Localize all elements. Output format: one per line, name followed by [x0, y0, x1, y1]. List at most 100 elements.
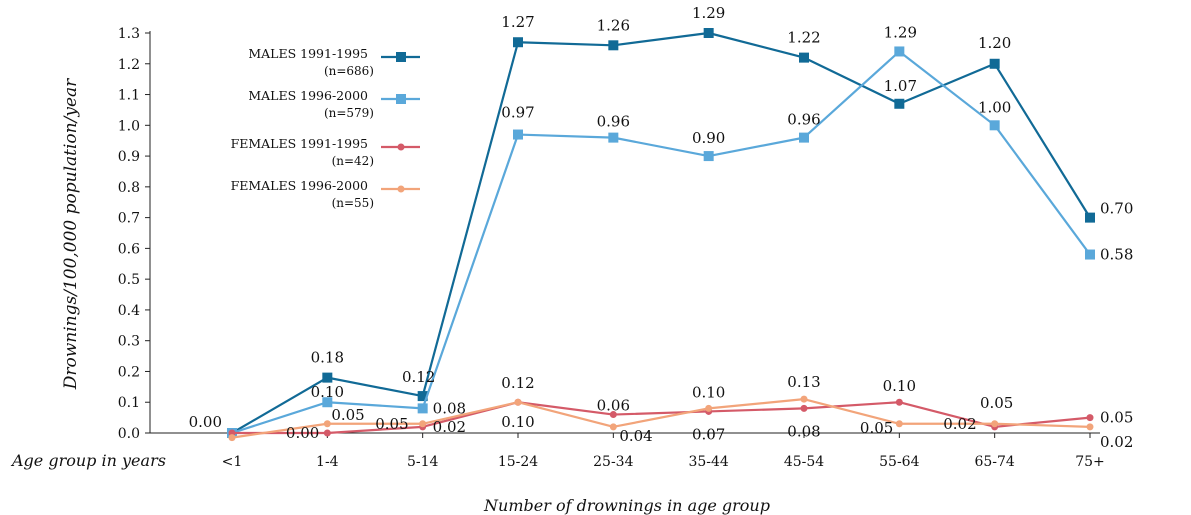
- legend-series-count: (n=686): [324, 64, 374, 78]
- y-tick-label: 0.8: [118, 180, 140, 196]
- x-axis-label: Number of drownings in age group: [483, 496, 770, 515]
- data-label: 0.02: [1100, 433, 1133, 451]
- data-label: 1.00: [978, 98, 1011, 116]
- data-point: [1086, 423, 1094, 431]
- y-tick-label: 1.0: [118, 118, 140, 134]
- data-point: [322, 397, 333, 408]
- data-point: [419, 420, 427, 428]
- data-label: 0.02: [433, 418, 466, 436]
- y-tick-label: 1.2: [118, 57, 140, 73]
- x-tick-label: 35-44: [688, 454, 728, 470]
- data-label: 0.10: [501, 413, 534, 431]
- data-label: 0.06: [597, 397, 630, 415]
- data-label: 1.27: [501, 13, 534, 31]
- legend-swatch-marker: [396, 52, 406, 62]
- data-label: 0.12: [501, 374, 534, 392]
- data-label: 0.70: [1100, 200, 1133, 218]
- data-point: [322, 372, 333, 383]
- data-point: [609, 423, 617, 431]
- legend-series-count: (n=579): [324, 106, 374, 120]
- y-tick-label: 1.1: [118, 88, 140, 104]
- data-point: [894, 98, 905, 109]
- legend-series-name: MALES 1991-1995: [248, 46, 368, 61]
- y-tick-label: 0.3: [118, 334, 140, 350]
- legend-series-name: FEMALES 1991-1995: [231, 136, 368, 151]
- data-point: [1085, 249, 1095, 260]
- data-label: 0.07: [692, 425, 725, 443]
- data-point: [989, 120, 1000, 131]
- data-label: 0.96: [787, 111, 820, 129]
- data-label: 0.05: [375, 415, 408, 433]
- data-point: [894, 46, 905, 57]
- data-label: 1.07: [884, 77, 917, 95]
- data-point: [799, 52, 809, 63]
- series-line: [232, 401, 1091, 435]
- data-label: 0.58: [1100, 246, 1133, 264]
- data-label: 0.90: [692, 129, 725, 147]
- data-label: 0.96: [597, 113, 630, 131]
- series-line: [231, 398, 1091, 439]
- data-label: 1.29: [884, 23, 917, 41]
- x-tick-label: 15-24: [498, 454, 538, 470]
- data-label: 1.26: [597, 16, 630, 34]
- data-point: [323, 420, 331, 428]
- data-point: [608, 132, 619, 143]
- data-label: 0.97: [501, 104, 534, 122]
- y-axis-label: Drownings/100,000 population/year: [61, 78, 81, 390]
- y-tick-label: 0.4: [118, 303, 140, 319]
- data-label: 1.22: [787, 29, 820, 47]
- data-label: 0.02: [943, 415, 976, 433]
- x-tick-label: 25-34: [593, 454, 633, 470]
- x-tick-label: <1: [222, 454, 243, 470]
- x-tick-label: 75+: [1075, 454, 1105, 470]
- data-label: 1.29: [692, 4, 725, 22]
- data-point: [800, 404, 808, 412]
- x-row-label: Age group in years: [10, 451, 166, 470]
- data-point: [989, 58, 1000, 69]
- data-point: [799, 132, 809, 143]
- data-label: 0.04: [619, 427, 652, 445]
- data-point: [513, 129, 523, 140]
- data-point: [1085, 212, 1095, 223]
- data-label: 1.20: [978, 34, 1011, 52]
- x-tick-label: 5-14: [407, 454, 439, 470]
- legend-item-3: FEMALES 1991-1995 (n=42): [231, 136, 420, 168]
- legend-item-1: MALES 1991-1995 (n=686): [248, 46, 420, 78]
- data-label: 0.05: [331, 406, 364, 424]
- data-label: 0.05: [980, 394, 1013, 412]
- x-tick-label: 55-64: [879, 454, 919, 470]
- x-axis-ticks: <1 1-4 5-14 15-24 25-34 35-44 45-54 55-64 65-74 7…: [222, 433, 1105, 470]
- data-point: [991, 420, 999, 428]
- y-tick-label: 0.7: [118, 211, 140, 227]
- data-point: [703, 28, 714, 38]
- legend-series-name: FEMALES 1996-2000: [231, 178, 368, 193]
- data-point: [228, 434, 236, 442]
- data-point: [323, 429, 331, 437]
- x-tick-label: 1-4: [316, 454, 339, 470]
- series-line: [231, 50, 1091, 435]
- series-line: [231, 31, 1091, 434]
- data-point: [609, 411, 617, 419]
- y-tick-label: 0.2: [118, 364, 140, 380]
- data-point: [417, 391, 428, 402]
- y-axis-ticks: 0.0 0.1 0.2 0.3 0.4 0.5 0.6 0.7 0.8 0.9 1.0 1.1 1.2 1…: [118, 26, 150, 442]
- data-point: [514, 398, 522, 406]
- y-tick-label: 1.3: [118, 26, 140, 42]
- data-label: 0.00: [286, 424, 319, 442]
- data-point: [895, 420, 903, 428]
- data-point: [705, 404, 713, 412]
- data-label: 0.10: [692, 383, 725, 401]
- y-tick-label: 0.6: [118, 241, 140, 257]
- data-label: 0.18: [311, 349, 344, 367]
- legend-item-2: MALES 1996-2000 (n=579): [248, 88, 420, 120]
- data-label: 0.05: [1100, 409, 1133, 427]
- x-tick-label: 45-54: [784, 454, 824, 470]
- data-point: [895, 398, 903, 406]
- data-labels-layer: 0.00 0.18 0.12 1.27 1.26 1.29 1.22 1.07 1.20 0.70…: [189, 4, 1134, 451]
- legend-series-count: (n=55): [332, 196, 374, 210]
- y-tick-label: 0.9: [118, 149, 140, 165]
- data-point: [1086, 414, 1094, 422]
- data-label: 0.10: [883, 377, 916, 395]
- y-tick-label: 0.5: [118, 272, 140, 288]
